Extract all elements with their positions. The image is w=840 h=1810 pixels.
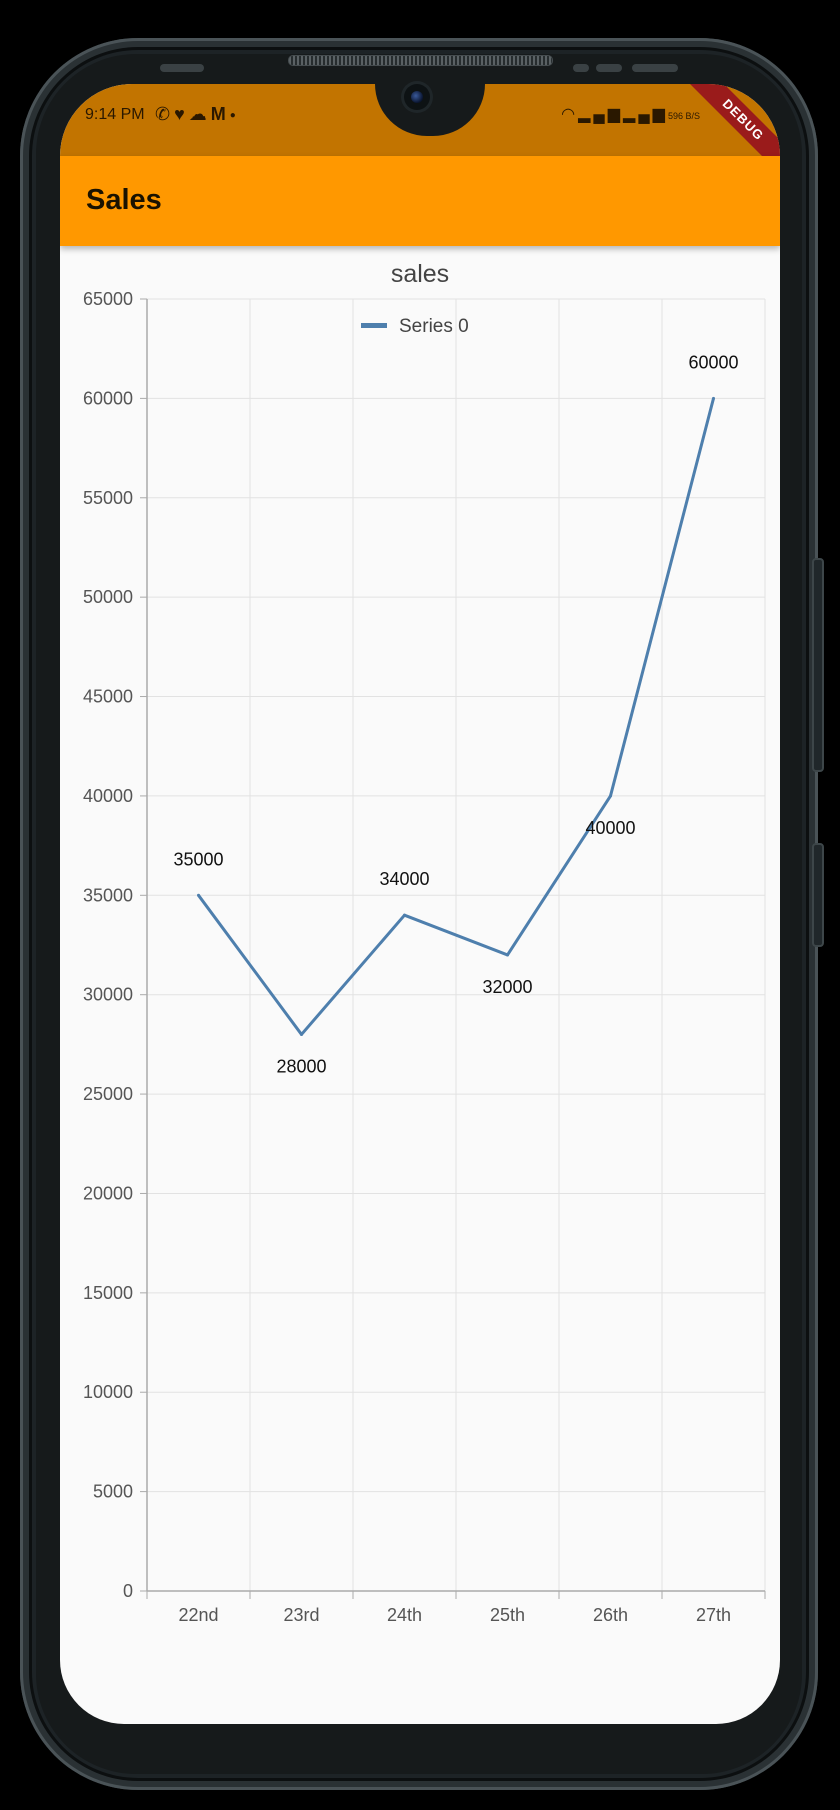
chart-grid — [146, 298, 766, 1592]
camera-notch — [375, 84, 485, 136]
sensor-left — [160, 64, 204, 72]
phone-screen: 9:14 PM ✆♥☁M● ◠▂▄▆▂▄▆596 B/S DEBUG Sales… — [60, 84, 780, 1724]
x-tick-label: 27th — [696, 1605, 731, 1625]
system-icons: ◠▂▄▆▂▄▆596 B/S — [561, 104, 700, 124]
heart-icon: ♥ — [174, 104, 189, 124]
legend-label: Series 0 — [399, 316, 469, 337]
x-tick-label: 24th — [387, 1605, 422, 1625]
y-tick-label: 45000 — [83, 687, 133, 707]
status-time: 9:14 PM — [85, 106, 145, 123]
chart-title: sales — [391, 260, 449, 288]
y-tick-label: 35000 — [83, 885, 133, 905]
x-tick-label: 25th — [490, 1605, 525, 1625]
y-tick-label: 55000 — [83, 488, 133, 508]
net-speed: 596 B/S — [667, 111, 700, 121]
dot-icon: ● — [229, 109, 240, 121]
y-tick-label: 10000 — [83, 1382, 133, 1402]
chart-container: sales Series 0 0 5000 10000 15000 20000 25000… — [60, 246, 780, 1724]
volume-button — [812, 558, 824, 772]
data-label: 28000 — [276, 1056, 326, 1076]
chart-legend: Series 0 — [361, 316, 469, 337]
data-label: 40000 — [585, 818, 635, 838]
sensor-right-1 — [573, 64, 589, 72]
sensor-right-3 — [632, 64, 678, 72]
data-point — [197, 893, 200, 897]
data-label: 32000 — [482, 977, 532, 997]
y-tick-label: 15000 — [83, 1283, 133, 1303]
signal-icon: ▂▄▆ — [578, 106, 624, 123]
y-tick-label: 30000 — [83, 985, 133, 1005]
x-tick-label: 22nd — [178, 1605, 218, 1625]
y-tick-label: 25000 — [83, 1084, 133, 1104]
y-tick-label: 20000 — [83, 1183, 133, 1203]
notification-icons: ✆♥☁M● — [155, 104, 240, 125]
chart-series — [197, 396, 715, 1036]
data-point — [609, 794, 612, 798]
legend-swatch — [361, 323, 387, 328]
page-title: Sales — [86, 184, 162, 216]
y-tick-label: 50000 — [83, 587, 133, 607]
chart-axes — [140, 298, 766, 1599]
data-point — [506, 953, 509, 957]
y-tick-label: 0 — [123, 1581, 133, 1601]
data-label: 35000 — [173, 849, 223, 869]
wifi-icon: ◠ — [561, 106, 579, 123]
signal-icon: ▂▄▆ — [623, 106, 668, 123]
data-point — [403, 913, 406, 917]
y-axis-ticks: 0 5000 10000 15000 20000 25000 30000 35000 40000… — [83, 289, 133, 1601]
y-tick-label: 60000 — [83, 388, 133, 408]
data-label: 34000 — [379, 869, 429, 889]
power-button — [812, 843, 824, 947]
front-camera — [404, 84, 430, 110]
y-tick-label: 5000 — [93, 1482, 133, 1502]
whatsapp-icon: ✆ — [155, 104, 175, 124]
series-line — [197, 398, 715, 1036]
app-bar: Sales — [60, 156, 780, 246]
earpiece-speaker — [288, 55, 553, 66]
y-tick-label: 65000 — [83, 289, 133, 309]
x-tick-label: 26th — [593, 1605, 628, 1625]
data-point — [712, 396, 715, 400]
data-label: 60000 — [688, 352, 738, 372]
y-tick-label: 40000 — [83, 786, 133, 806]
data-point — [300, 1032, 303, 1036]
x-axis-ticks: 22nd 23rd 24th 25th 26th 27th — [178, 1605, 731, 1625]
sensor-right-2 — [596, 64, 622, 72]
sales-line-chart: sales Series 0 0 5000 10000 15000 20000 25000… — [83, 260, 766, 1625]
cloud-icon: ☁ — [188, 104, 211, 124]
gmail-icon: M — [210, 104, 230, 124]
x-tick-label: 23rd — [283, 1605, 319, 1625]
data-labels: 35000 28000 34000 32000 40000 60000 — [173, 352, 738, 1076]
